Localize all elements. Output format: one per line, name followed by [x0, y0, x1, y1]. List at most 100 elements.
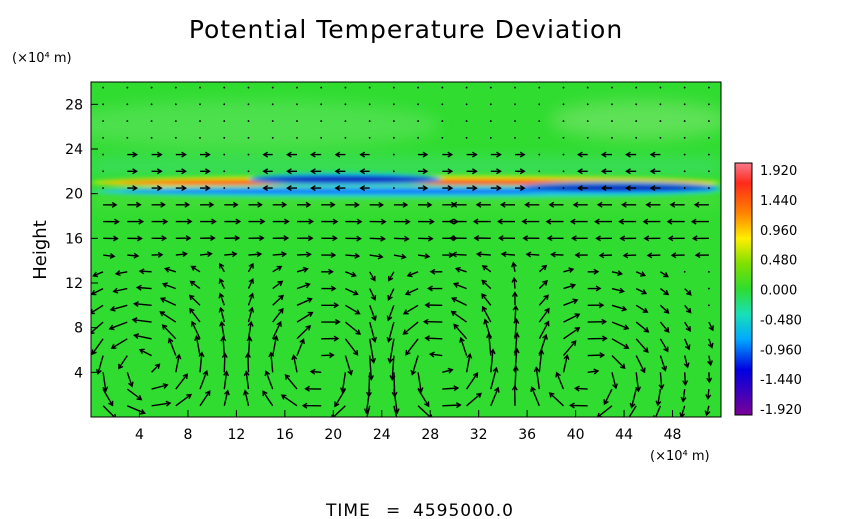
velocity-vector	[200, 168, 211, 175]
velocity-vector	[522, 235, 540, 242]
velocity-vector	[219, 262, 225, 273]
velocity-vector	[127, 252, 140, 259]
velocity-vector	[164, 266, 177, 273]
velocity-vector	[151, 218, 169, 225]
velocity-vector	[151, 400, 172, 407]
velocity-vector	[707, 338, 714, 349]
velocity-vector	[386, 321, 395, 343]
velocity-vector	[424, 335, 443, 342]
velocity-vector	[167, 337, 177, 356]
velocity-vector	[621, 201, 637, 208]
x-tick-label: 40	[567, 427, 585, 443]
velocity-vector	[538, 264, 548, 273]
velocity-vector	[629, 388, 637, 409]
velocity-vector	[369, 305, 377, 322]
velocity-vector	[387, 288, 395, 301]
velocity-vector	[530, 386, 540, 407]
velocity-vector	[264, 370, 274, 390]
colorbar-tick-label: 0.000	[760, 284, 797, 299]
velocity-vector	[574, 252, 588, 259]
vector-dot	[441, 136, 444, 139]
vector-dot	[247, 187, 250, 189]
velocity-vector	[102, 372, 109, 393]
velocity-vector	[611, 270, 624, 277]
vector-dot	[368, 103, 371, 106]
vector-dot	[707, 103, 710, 106]
velocity-vector	[221, 352, 228, 373]
velocity-vector	[286, 151, 297, 158]
velocity-vector	[199, 370, 209, 390]
vector-dot	[538, 153, 541, 156]
velocity-vector	[499, 201, 515, 208]
velocity-vector	[417, 372, 424, 394]
velocity-vector	[655, 388, 662, 407]
vector-dot	[707, 120, 710, 122]
velocity-vector	[304, 385, 322, 392]
velocity-vector	[291, 354, 298, 373]
velocity-vector	[284, 373, 298, 390]
field-lightening	[91, 100, 440, 150]
velocity-vector	[188, 294, 201, 306]
vector-dot	[296, 103, 298, 106]
vector-dot	[344, 103, 347, 106]
velocity-vector	[175, 218, 193, 225]
x-tick-label: 44	[615, 427, 633, 443]
velocity-vector	[393, 253, 407, 260]
velocity-vector	[596, 201, 612, 208]
velocity-vector	[175, 168, 187, 175]
velocity-vector	[272, 307, 284, 323]
colorbar-tick-label: -0.960	[760, 343, 802, 358]
vector-dot	[683, 103, 686, 106]
velocity-vector	[175, 235, 192, 242]
velocity-vector	[262, 390, 274, 407]
colorbar-tick-label: 1.920	[760, 164, 797, 179]
velocity-vector	[127, 235, 143, 242]
velocity-vector	[103, 253, 116, 259]
velocity-vector	[127, 218, 145, 225]
x-tick-label: 48	[664, 427, 682, 443]
velocity-vector	[405, 338, 419, 356]
velocity-vector	[369, 271, 376, 282]
velocity-vector	[611, 287, 625, 294]
velocity-vector	[473, 235, 491, 242]
velocity-vector	[618, 218, 637, 225]
vector-dot	[707, 304, 710, 307]
velocity-vector	[690, 218, 709, 225]
vector-dot	[707, 86, 710, 89]
velocity-vector	[96, 355, 104, 375]
velocity-vector	[103, 235, 119, 242]
velocity-vector	[603, 388, 613, 406]
velocity-vector	[643, 235, 661, 242]
velocity-vector	[199, 251, 213, 258]
vector-dot	[562, 136, 565, 139]
velocity-vector	[538, 320, 550, 340]
velocity-vector	[448, 218, 467, 225]
velocity-vector	[600, 151, 612, 158]
velocity-vector	[475, 201, 491, 208]
colorbar-tick-label: -1.440	[760, 373, 802, 388]
velocity-vector	[667, 235, 685, 242]
vector-dot	[247, 103, 250, 106]
x-tick-label: 28	[421, 427, 439, 443]
vector-dot	[586, 103, 589, 106]
velocity-vector	[272, 280, 284, 290]
velocity-vector	[175, 393, 193, 407]
velocity-vector	[151, 235, 168, 242]
velocity-vector	[587, 302, 605, 309]
velocity-vector	[418, 201, 433, 208]
velocity-vector	[345, 287, 359, 296]
vector-dot	[417, 86, 420, 89]
velocity-vector	[577, 151, 588, 158]
velocity-vector	[649, 151, 661, 158]
vector-dot	[489, 86, 492, 89]
velocity-vector	[244, 352, 251, 373]
velocity-vector	[548, 201, 564, 208]
velocity-vector	[127, 168, 138, 175]
vector-dot	[659, 86, 662, 89]
velocity-vector	[659, 321, 670, 333]
velocity-vector	[515, 185, 526, 192]
vector-dot	[223, 153, 226, 156]
velocity-vector	[481, 279, 492, 290]
vector-dot	[417, 103, 420, 106]
field-feature	[258, 177, 433, 182]
